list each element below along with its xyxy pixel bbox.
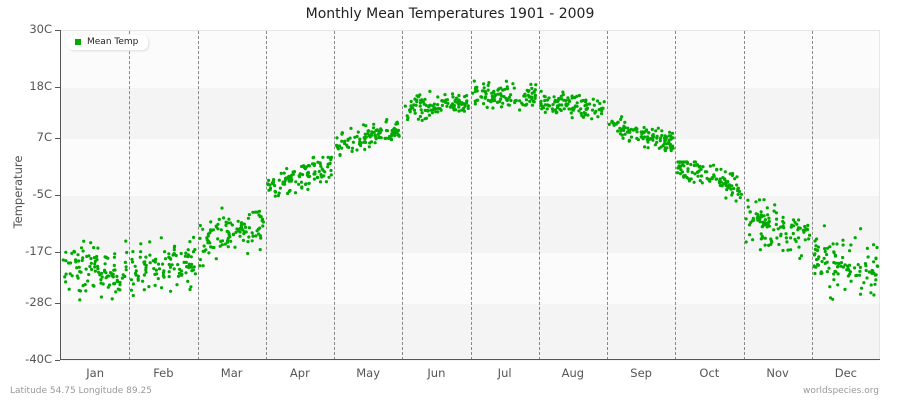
month-divider — [266, 31, 267, 360]
x-tick-label: Jul — [497, 366, 512, 380]
month-divider — [402, 31, 403, 360]
location-caption: Latitude 54.75 Longitude 89.25 — [10, 386, 152, 396]
legend-swatch-icon — [75, 39, 81, 45]
x-tick-label: Jun — [427, 366, 446, 380]
y-tick — [55, 138, 60, 140]
y-tick — [55, 86, 60, 88]
y-tick — [55, 30, 60, 31]
x-tick-label: Nov — [766, 366, 789, 380]
x-tick-label: Feb — [153, 366, 174, 380]
y-tick — [55, 195, 60, 196]
x-tick-label: Sep — [630, 366, 652, 380]
y-tick — [55, 303, 60, 305]
grid-band — [61, 304, 879, 361]
grid-band — [61, 196, 879, 253]
y-tick-label: -5C — [32, 187, 53, 201]
x-tick-label: Jan — [86, 366, 104, 380]
x-tick-label: Aug — [561, 366, 585, 380]
y-tick-label: 18C — [29, 78, 52, 93]
y-tick — [55, 251, 60, 253]
x-tick-label: Mar — [220, 366, 243, 380]
legend[interactable]: Mean Temp — [67, 35, 149, 50]
month-divider — [539, 31, 540, 360]
plot-area — [61, 30, 880, 361]
x-tick-label: Apr — [289, 366, 310, 380]
y-axis-title: Temperature — [11, 155, 25, 229]
month-divider — [334, 31, 335, 360]
y-tick-label: -40C — [25, 352, 52, 366]
y-tick — [55, 360, 60, 361]
grid-band — [61, 31, 879, 88]
x-tick-label: May — [356, 366, 381, 380]
grid-band — [61, 87, 879, 140]
month-divider — [607, 31, 608, 360]
y-axis-line — [60, 30, 61, 360]
x-axis-line — [60, 359, 880, 360]
month-divider — [471, 31, 472, 360]
grid-band — [61, 252, 879, 305]
x-tick-label: Dec — [834, 366, 857, 380]
y-tick-label: -28C — [25, 295, 52, 310]
y-tick-label: 7C — [36, 130, 52, 145]
month-divider — [744, 31, 745, 360]
month-divider — [675, 31, 676, 360]
month-divider — [129, 31, 130, 360]
legend-label: Mean Temp — [87, 37, 139, 47]
month-divider — [198, 31, 199, 360]
y-tick-label: 30C — [29, 22, 52, 36]
x-tick-label: Oct — [699, 366, 720, 380]
grid-band — [61, 139, 879, 196]
y-tick-label: -17C — [25, 243, 52, 258]
chart-title: Monthly Mean Temperatures 1901 - 2009 — [305, 6, 595, 22]
month-divider — [812, 31, 813, 360]
source-caption: worldspecies.org — [802, 386, 879, 396]
